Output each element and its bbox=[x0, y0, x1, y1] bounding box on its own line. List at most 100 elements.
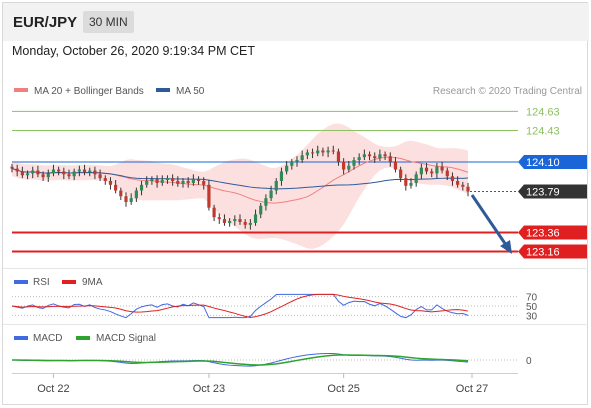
level-label-123.79: 123.79 bbox=[526, 186, 560, 198]
candle bbox=[274, 178, 278, 195]
candle-body bbox=[176, 181, 180, 184]
candle bbox=[269, 185, 273, 202]
candle-body bbox=[347, 165, 351, 170]
candle-body bbox=[31, 170, 35, 174]
candle bbox=[145, 176, 149, 188]
rsi-ma-legend-swatch bbox=[62, 280, 76, 284]
rsi-legend-label: RSI bbox=[33, 277, 50, 288]
candle-body bbox=[357, 157, 361, 161]
candle-body bbox=[186, 181, 190, 183]
candle bbox=[82, 164, 87, 176]
candle-body bbox=[424, 167, 429, 172]
candle bbox=[419, 163, 423, 180]
candle bbox=[93, 166, 97, 180]
candle-body bbox=[264, 198, 268, 206]
candle bbox=[456, 176, 460, 188]
candle-body bbox=[248, 222, 252, 225]
rsi-level-label-50: 50 bbox=[526, 302, 538, 313]
candle bbox=[305, 149, 309, 160]
candle bbox=[430, 168, 434, 178]
candle-body bbox=[440, 166, 444, 171]
candle-body bbox=[191, 179, 195, 183]
macd-signal-legend-label: MACD Signal bbox=[96, 333, 156, 344]
candle bbox=[316, 145, 320, 157]
level-label-124.10: 124.10 bbox=[526, 157, 560, 169]
candle-body bbox=[25, 173, 30, 176]
candle bbox=[51, 164, 56, 177]
rsi-level-label-70: 70 bbox=[526, 293, 538, 304]
candle-body bbox=[228, 221, 232, 223]
candle-body bbox=[233, 219, 237, 222]
rsi-ma-legend-label: 9MA bbox=[82, 277, 103, 288]
candle-body bbox=[362, 154, 366, 158]
candle bbox=[450, 172, 455, 186]
candle-body bbox=[155, 179, 159, 183]
candle bbox=[31, 166, 35, 179]
candle-body bbox=[456, 181, 460, 185]
candle-body bbox=[160, 180, 164, 183]
candle-body bbox=[145, 181, 149, 185]
candle-body bbox=[279, 171, 284, 181]
header-bar: EUR/JPY 30 MIN bbox=[3, 3, 589, 41]
ma50-legend-swatch bbox=[156, 88, 170, 92]
candle-body bbox=[399, 169, 403, 179]
candle bbox=[202, 177, 206, 190]
candle-body bbox=[435, 166, 439, 174]
candle-body bbox=[57, 169, 61, 172]
candle-body bbox=[243, 221, 247, 225]
candle bbox=[155, 175, 159, 188]
candle-body bbox=[295, 160, 299, 162]
forecast-arrow-head bbox=[500, 240, 512, 254]
datetime-label: Monday, October 26, 2020 9:19:34 PM CET bbox=[12, 44, 255, 58]
candle bbox=[440, 161, 444, 174]
candle bbox=[77, 165, 81, 177]
candle-body bbox=[445, 170, 449, 177]
candle bbox=[279, 167, 284, 186]
candle-body bbox=[119, 190, 123, 197]
candle bbox=[212, 204, 216, 222]
candle-body bbox=[129, 198, 133, 202]
candle bbox=[357, 153, 361, 165]
candle-body bbox=[51, 169, 56, 174]
level-tag-124.10 bbox=[518, 154, 587, 169]
candle-body bbox=[388, 156, 392, 162]
candle-body bbox=[383, 154, 387, 157]
candle-body bbox=[77, 169, 81, 172]
rsi-legend-swatch bbox=[14, 280, 28, 284]
ma20-legend-swatch bbox=[14, 88, 28, 92]
candle bbox=[129, 193, 133, 205]
candle bbox=[20, 166, 24, 179]
candle bbox=[88, 167, 92, 177]
candle bbox=[285, 160, 289, 175]
candle-body bbox=[20, 171, 24, 176]
level-label-124.43: 124.43 bbox=[526, 125, 560, 137]
candle-body bbox=[134, 190, 138, 199]
candle bbox=[160, 175, 164, 186]
candle bbox=[388, 152, 392, 167]
candle-body bbox=[82, 169, 87, 173]
candle-body bbox=[367, 154, 372, 157]
candle bbox=[326, 146, 330, 158]
timeframe-button[interactable]: 30 MIN bbox=[83, 11, 134, 33]
candle bbox=[409, 178, 413, 189]
candle bbox=[414, 171, 418, 187]
candle bbox=[367, 151, 372, 161]
candle bbox=[238, 214, 242, 225]
x-tick-label: Oct 22 bbox=[37, 383, 69, 395]
x-tick-label: Oct 23 bbox=[193, 383, 225, 395]
candle-body bbox=[461, 184, 465, 187]
candle-body bbox=[352, 160, 356, 166]
candle-body bbox=[326, 150, 330, 153]
candle-body bbox=[124, 196, 128, 202]
candle-body bbox=[316, 150, 320, 154]
candle bbox=[424, 162, 429, 175]
candle-body bbox=[300, 155, 304, 161]
candle bbox=[393, 157, 398, 173]
candle bbox=[248, 219, 252, 230]
candle bbox=[373, 152, 377, 163]
candle bbox=[139, 181, 144, 196]
candle-body bbox=[419, 167, 423, 175]
candle bbox=[228, 218, 232, 227]
candle-body bbox=[404, 178, 408, 186]
